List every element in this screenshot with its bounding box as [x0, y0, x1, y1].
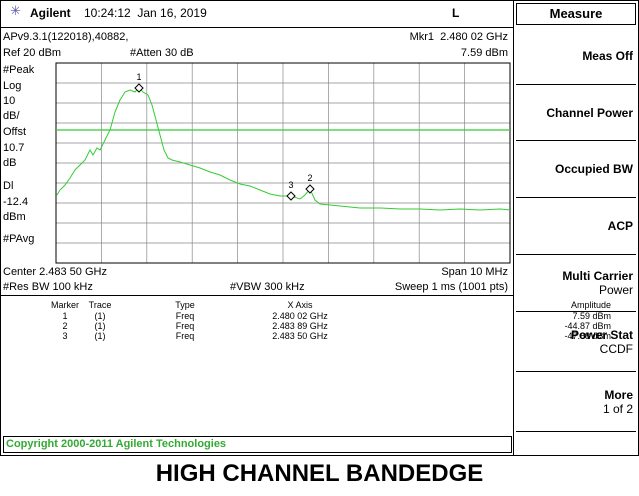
table-cell: (1)	[94, 321, 106, 331]
softkey-label: Power	[598, 283, 633, 297]
status: Copyright 2000-2011 Agilent Technologies	[6, 438, 227, 450]
table-header: Marker	[50, 300, 79, 310]
scale-label: #PAvg	[3, 233, 35, 245]
ref-level: Ref 20 dBm	[3, 47, 62, 59]
sweep: Sweep 1 ms (1001 pts)	[394, 281, 508, 293]
graticule: 1 2 3	[55, 62, 511, 264]
softkey-label: Occupied BW	[554, 162, 633, 176]
span: Span 10 MHz	[441, 266, 508, 278]
time: 10:24:12 Jan 16, 2019	[84, 6, 207, 20]
softkey-label: Channel Power	[546, 105, 633, 120]
scale-label: Log	[3, 80, 22, 92]
softkey[interactable]: ACP	[516, 198, 636, 255]
softkey-label: ACP	[607, 219, 633, 233]
marker-label: 2	[307, 173, 312, 183]
table-cell: 3	[62, 331, 68, 341]
marker-freq: Mkr1 2.480 02 GHz	[409, 31, 508, 43]
rbw: #Res BW 100 kHz	[3, 281, 93, 293]
table-header: Type	[175, 300, 195, 310]
brand: Agilent	[30, 6, 71, 20]
mode: L	[452, 6, 460, 20]
scale-label: dB/	[3, 110, 20, 122]
scale-label: Dl	[3, 180, 14, 192]
divider	[513, 0, 514, 455]
softkey[interactable]: Occupied BW	[516, 141, 636, 198]
table-cell: Freq	[175, 331, 195, 341]
table-cell: -47.88 dBm	[564, 331, 611, 341]
divider	[0, 295, 513, 296]
softkey-label: 1 of 2	[602, 401, 633, 416]
scale-label: -12.4	[3, 196, 29, 208]
softkey[interactable]: Channel Power	[516, 85, 636, 141]
icon: ✳	[10, 3, 21, 18]
marker-label: 1	[136, 72, 141, 82]
status-bar	[3, 436, 512, 453]
scale-label: #Peak	[3, 64, 35, 76]
softkey[interactable]: Power Stat CCDF	[516, 312, 636, 372]
caption: HIGH CHANNEL BANDEDGE	[155, 460, 484, 487]
table-cell: 1	[62, 311, 68, 321]
table-header: X Axis	[287, 300, 313, 310]
plot-border	[55, 62, 511, 264]
scale-label: 10.7	[3, 142, 25, 154]
scale-label: 10	[3, 95, 16, 107]
softkey-label: Multi Carrier	[562, 269, 633, 283]
marker-amp: 7.59 dBm	[460, 47, 508, 59]
softkey[interactable]: Meas Off	[516, 28, 636, 85]
scale-label: Offst	[3, 126, 27, 138]
softkey[interactable]: More 1 of 2	[516, 372, 636, 432]
table-cell: 2	[62, 321, 68, 331]
table-header: Amplitude	[570, 300, 611, 310]
table-cell: 2.483 89 GHz	[272, 321, 328, 331]
trace	[56, 87, 511, 211]
table-cell: -44.87 dBm	[564, 321, 611, 331]
divider	[0, 27, 513, 28]
table-cell: 2.480 02 GHz	[272, 311, 328, 321]
softkey-label: Meas Off	[582, 49, 633, 63]
scale-label: dB	[3, 157, 17, 169]
menu-title: Measure	[516, 3, 636, 25]
softkey-label: CCDF	[599, 341, 633, 356]
atten: #Atten 30 dB	[130, 47, 194, 59]
softkey-label: Power Stat	[570, 327, 633, 342]
center-freq: Center 2.483 50 GHz	[3, 266, 107, 278]
scale-label: dBm	[3, 211, 26, 223]
marker-label: 3	[288, 180, 293, 190]
vbw: #VBW 300 kHz	[230, 281, 305, 293]
table-cell: (1)	[94, 311, 106, 321]
table-cell: Freq	[175, 321, 195, 331]
marker-diamonds	[134, 83, 315, 201]
version: APv9.3.1(122018),40882,	[3, 31, 129, 43]
table-cell: Freq	[175, 311, 195, 321]
softkey[interactable]: Multi Carrier Power	[516, 255, 636, 312]
table-cell: 7.59 dBm	[572, 311, 611, 321]
table-cell: (1)	[94, 331, 106, 341]
table-cell: 2.483 50 GHz	[272, 331, 328, 341]
softkey-label: More	[604, 387, 633, 402]
table-header: Trace	[88, 300, 112, 310]
